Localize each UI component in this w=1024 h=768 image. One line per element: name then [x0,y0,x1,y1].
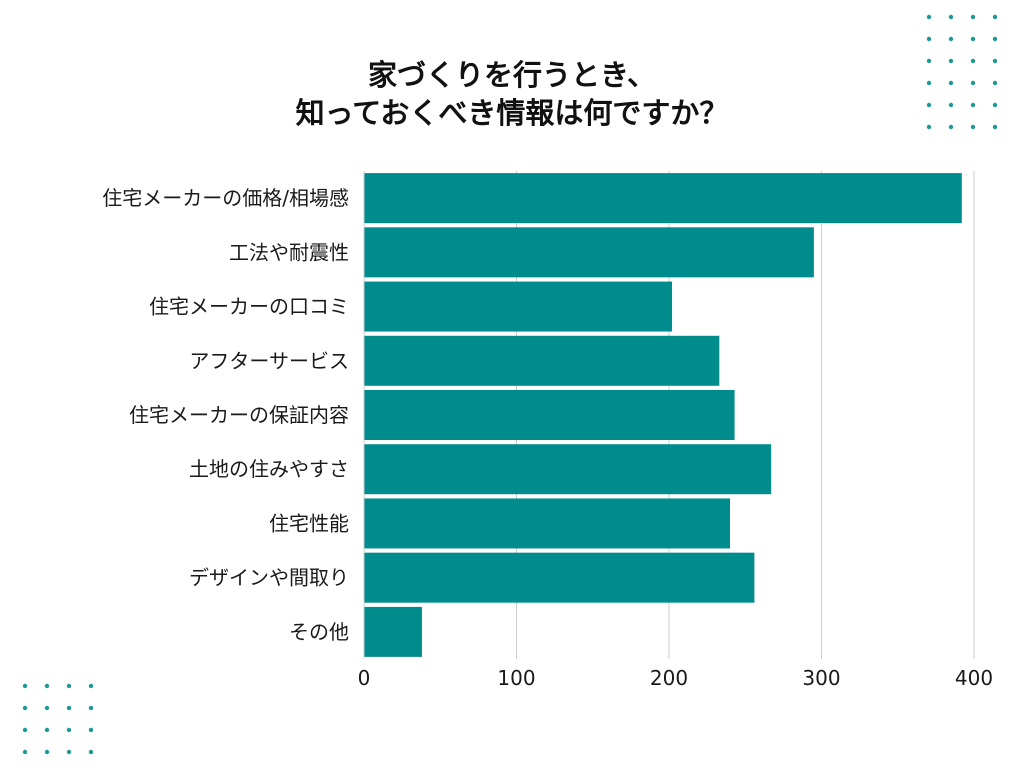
decorative-dot [22,727,28,733]
decorative-dot [948,58,954,64]
decorative-dot [970,102,976,108]
decorative-dot [970,36,976,42]
decorative-dot [44,683,50,689]
decorative-dots-top-right [926,14,998,130]
decorative-dot [948,102,954,108]
decorative-dot [926,58,932,64]
bar-7 [364,498,730,549]
decorative-dot [44,749,50,755]
decorative-dot [44,727,50,733]
decorative-dot [66,749,72,755]
bar-9 [364,606,422,657]
bar-4 [364,335,720,386]
decorative-dot [992,14,998,20]
decorative-dot [22,683,28,689]
category-label-3: 住宅メーカーの口コミ [149,295,349,319]
chart-title-line-1: 家づくりを行うとき、 [368,58,656,92]
bar-8 [364,552,755,603]
decorative-dot [970,80,976,86]
decorative-dot [948,80,954,86]
category-label-6: 土地の住みやすさ [189,457,349,481]
x-tick-label-0: 0 [358,666,371,690]
bar-1 [364,173,962,224]
decorative-dot [970,58,976,64]
category-label-2: 工法や耐震性 [229,240,349,264]
decorative-dot [992,58,998,64]
decorative-dot [88,705,94,711]
decorative-dot [992,80,998,86]
decorative-dot [88,683,94,689]
decorative-dot [926,124,932,130]
decorative-dot [948,124,954,130]
decorative-dot [948,14,954,20]
category-label-1: 住宅メーカーの価格/相場感 [102,186,349,210]
decorative-dot [970,124,976,130]
decorative-dot [44,705,50,711]
decorative-dot [948,36,954,42]
bar-5 [364,390,735,440]
decorative-dot [66,705,72,711]
decorative-dot [926,14,932,20]
decorative-dot [970,14,976,20]
decorative-dot [88,727,94,733]
decorative-dot [992,102,998,108]
decorative-dot [992,124,998,130]
decorative-dot [66,683,72,689]
decorative-dots-bottom-left [22,683,94,755]
x-tick-label-300: 300 [802,666,840,690]
category-label-9: その他 [289,620,349,644]
decorative-dot [22,705,28,711]
decorative-dot [992,36,998,42]
bar-6 [364,444,772,495]
decorative-dot [926,36,932,42]
x-tick-label-200: 200 [650,666,688,690]
decorative-dot [66,727,72,733]
category-label-4: アフターサービス [189,349,349,373]
decorative-dot [88,749,94,755]
decorative-dot [22,749,28,755]
category-label-5: 住宅メーカーの保証内容 [129,403,349,427]
bar-2 [364,227,814,278]
decorative-dot [926,102,932,108]
bar-3 [364,281,673,332]
decorative-dot [926,80,932,86]
category-label-7: 住宅性能 [269,511,349,535]
chart-title-line-2: 知っておくべき情報は何ですか？ [295,96,729,130]
category-label-8: デザインや間取り [189,566,349,590]
x-tick-label-400: 400 [955,666,993,690]
chart-title: 家づくりを行うとき、 知っておくべき情報は何ですか？ [0,56,1024,132]
x-tick-label-100: 100 [497,666,535,690]
